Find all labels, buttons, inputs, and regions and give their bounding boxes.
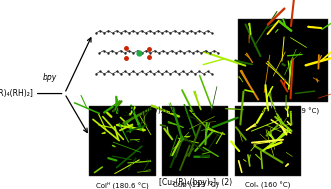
Text: Colₛ (160 °C): Colₛ (160 °C) bbox=[245, 181, 291, 189]
Text: bpy: bpy bbox=[42, 73, 57, 82]
Text: [Cu₂(R)₄(RH)₂]: [Cu₂(R)₄(RH)₂] bbox=[0, 89, 33, 98]
Text: Colᴴ (180.6 °C): Colᴴ (180.6 °C) bbox=[96, 181, 149, 189]
Text: [Cu₂(R)₄(bpy)₂]ₙ (2): [Cu₂(R)₄(bpy)₂]ₙ (2) bbox=[159, 178, 232, 187]
Bar bbox=[238, 19, 328, 102]
Bar bbox=[235, 106, 301, 176]
Bar bbox=[162, 106, 228, 176]
Text: [Cu(R)₂(bpy)₂].2RH (1): [Cu(R)₂(bpy)₂].2RH (1) bbox=[113, 106, 198, 115]
Text: Cub (133 °C): Cub (133 °C) bbox=[172, 181, 218, 189]
Bar bbox=[89, 106, 156, 176]
Text: Mesophase (71.9 °C): Mesophase (71.9 °C) bbox=[247, 108, 319, 115]
